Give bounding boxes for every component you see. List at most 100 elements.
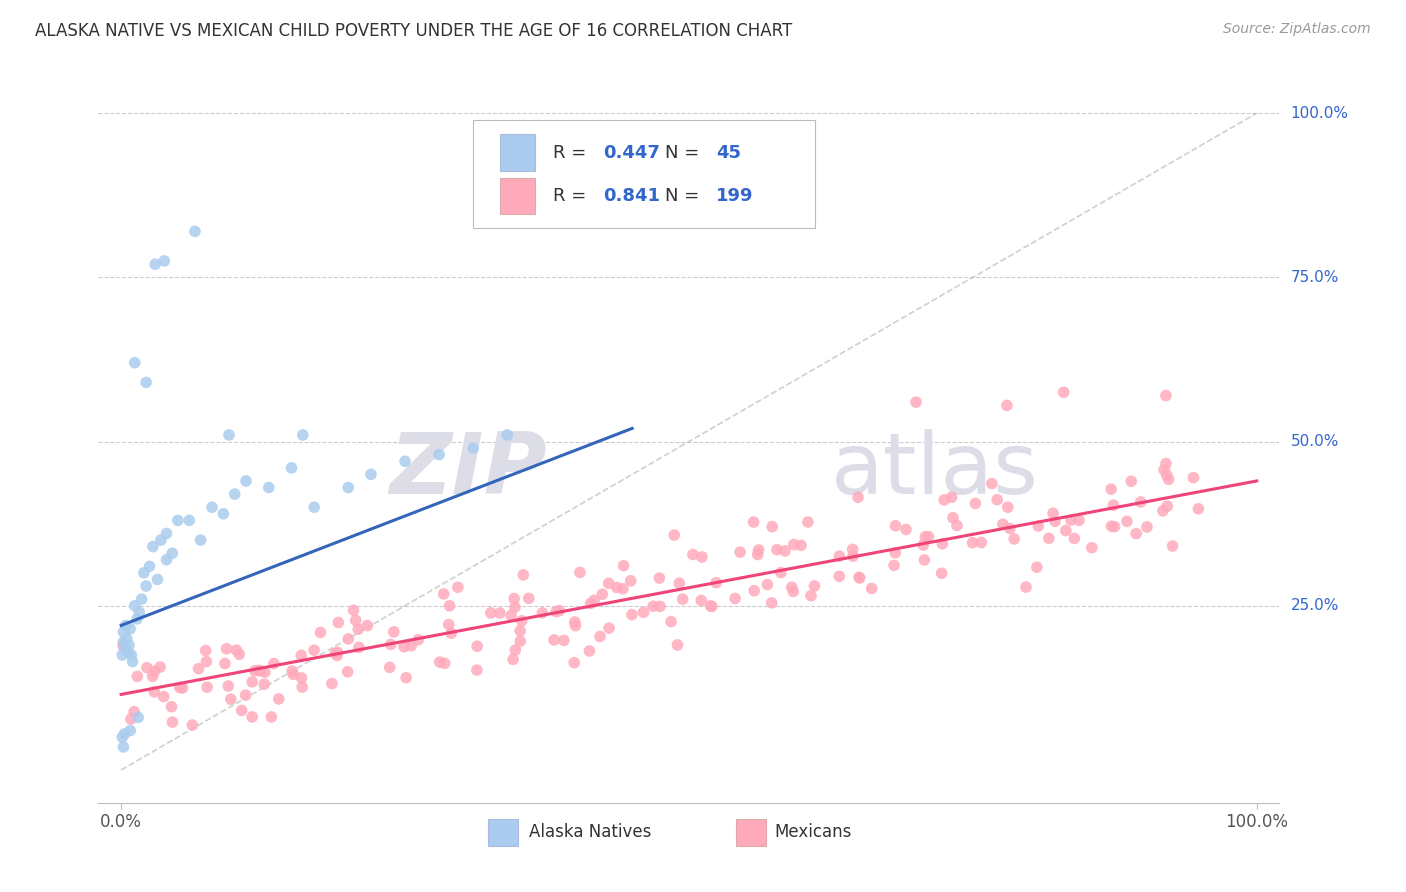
- Point: [253, 665, 276, 680]
- Point: [155, 553, 177, 567]
- Point: [378, 660, 401, 674]
- Point: [479, 606, 502, 620]
- Point: [1154, 457, 1177, 471]
- Point: [190, 533, 212, 547]
- Point: [503, 600, 526, 615]
- Point: [112, 635, 135, 649]
- FancyBboxPatch shape: [501, 135, 536, 170]
- Point: [253, 677, 276, 691]
- Point: [1067, 513, 1090, 527]
- Point: [112, 739, 135, 754]
- Point: [356, 618, 378, 632]
- Point: [589, 630, 612, 644]
- Point: [704, 575, 727, 590]
- Point: [218, 428, 240, 442]
- Point: [143, 685, 166, 699]
- Point: [986, 492, 1008, 507]
- Point: [914, 530, 936, 544]
- Point: [302, 643, 325, 657]
- Point: [326, 645, 349, 659]
- Point: [127, 669, 149, 683]
- Point: [1038, 531, 1060, 545]
- Point: [548, 604, 571, 618]
- Point: [114, 727, 136, 741]
- Point: [117, 645, 139, 659]
- Point: [143, 257, 166, 271]
- Point: [302, 500, 325, 515]
- Point: [841, 542, 863, 557]
- Point: [666, 638, 689, 652]
- Point: [699, 599, 721, 613]
- Point: [546, 605, 568, 619]
- Text: 50.0%: 50.0%: [1291, 434, 1339, 449]
- Point: [931, 566, 953, 581]
- Point: [1102, 498, 1125, 512]
- Point: [437, 617, 460, 632]
- Point: [769, 566, 792, 580]
- FancyBboxPatch shape: [488, 819, 517, 847]
- Point: [1152, 504, 1174, 518]
- Point: [912, 553, 935, 567]
- Point: [782, 584, 804, 599]
- Point: [122, 705, 145, 719]
- Point: [280, 460, 302, 475]
- Point: [235, 688, 257, 702]
- Text: atlas: atlas: [831, 429, 1039, 512]
- Point: [120, 712, 142, 726]
- Point: [382, 624, 405, 639]
- Point: [917, 530, 939, 544]
- Point: [941, 490, 963, 504]
- Point: [613, 558, 636, 573]
- Point: [240, 674, 263, 689]
- Point: [970, 535, 993, 549]
- Point: [1081, 541, 1104, 555]
- Point: [187, 662, 209, 676]
- Point: [179, 513, 201, 527]
- Point: [124, 599, 146, 613]
- Point: [290, 671, 312, 685]
- Point: [115, 632, 138, 646]
- Point: [780, 580, 803, 594]
- Point: [965, 496, 987, 510]
- Point: [149, 660, 172, 674]
- Point: [120, 723, 142, 738]
- Point: [997, 500, 1019, 515]
- Point: [1156, 499, 1178, 513]
- Point: [1157, 472, 1180, 486]
- Point: [309, 625, 332, 640]
- Point: [620, 574, 643, 588]
- Point: [112, 625, 135, 640]
- Point: [783, 537, 806, 551]
- Point: [143, 664, 166, 678]
- Point: [512, 567, 534, 582]
- Point: [700, 599, 723, 614]
- Text: 199: 199: [716, 187, 754, 205]
- Point: [135, 660, 157, 674]
- Point: [668, 576, 690, 591]
- Point: [120, 648, 142, 662]
- Text: Mexicans: Mexicans: [773, 823, 852, 841]
- Point: [606, 581, 628, 595]
- Point: [773, 544, 796, 558]
- Point: [111, 638, 134, 652]
- Point: [946, 518, 969, 533]
- Point: [503, 591, 526, 606]
- Point: [502, 652, 524, 666]
- Point: [583, 593, 606, 607]
- Text: ZIP: ZIP: [389, 429, 547, 512]
- Point: [505, 643, 527, 657]
- Point: [243, 664, 266, 678]
- Point: [167, 513, 190, 527]
- Point: [465, 663, 488, 677]
- FancyBboxPatch shape: [737, 819, 766, 847]
- Point: [344, 613, 367, 627]
- Point: [235, 474, 257, 488]
- Point: [728, 545, 751, 559]
- Point: [1026, 519, 1049, 533]
- Point: [1129, 495, 1152, 509]
- Point: [195, 655, 218, 669]
- Point: [1153, 463, 1175, 477]
- Point: [543, 632, 565, 647]
- Point: [347, 622, 370, 636]
- Point: [194, 643, 217, 657]
